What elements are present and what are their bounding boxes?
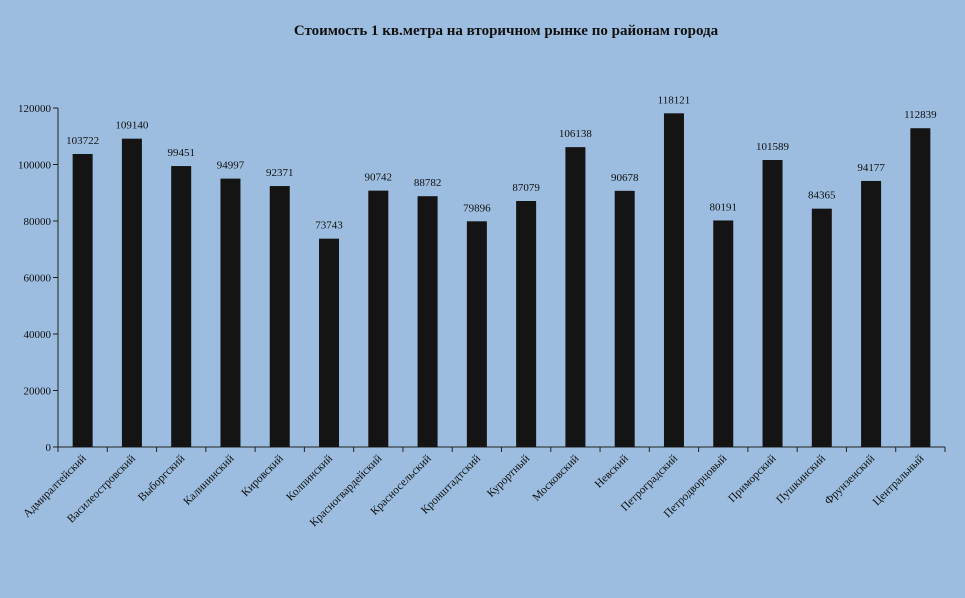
bar-value-label: 112839 (904, 109, 937, 121)
x-axis (57, 446, 946, 452)
bar (319, 238, 340, 447)
chart-title: Стоимость 1 кв.метра на вторичном рынке … (294, 23, 719, 39)
y-tick-label: 100000 (18, 160, 52, 172)
y-tick-label: 0 (46, 442, 52, 454)
bar-value-label: 90742 (365, 172, 393, 184)
bar-value-label: 87079 (512, 182, 540, 194)
bar (72, 153, 93, 447)
bar (121, 138, 142, 447)
bars (72, 113, 931, 448)
x-category-label: Приморский (726, 453, 778, 505)
bar (663, 113, 684, 448)
bar-value-label: 109140 (115, 120, 149, 132)
bar (368, 190, 389, 447)
bar (417, 196, 438, 447)
y-tick-label: 80000 (24, 216, 52, 228)
bar-value-label: 90678 (611, 172, 639, 184)
x-category-label: Курортный (485, 453, 532, 500)
x-category-label: Московский (530, 453, 581, 504)
y-tick-label: 40000 (24, 329, 52, 341)
bar-value-label: 92371 (266, 167, 294, 179)
category-labels: АдмиралтейскийВасилеостровскийВыборгский… (21, 453, 926, 530)
x-category-label: Калининский (181, 453, 236, 508)
bar (466, 221, 487, 447)
bar-value-label: 73743 (315, 220, 343, 232)
bar (171, 166, 192, 448)
bar-value-label: 94997 (217, 160, 245, 172)
x-category-label: Выборгский (136, 453, 187, 504)
bar-value-label: 101589 (756, 141, 790, 153)
x-category-label: Кировский (239, 453, 285, 499)
bar-value-label: 80191 (710, 201, 738, 213)
bar-value-label: 84365 (808, 190, 836, 202)
x-category-label: Колпинский (284, 453, 335, 504)
bar (811, 208, 832, 447)
bar-value-label: 118121 (658, 94, 691, 106)
y-axis: 0 20000 40000 60000 80000 100000 120000 (18, 103, 59, 454)
bar (713, 220, 734, 447)
x-category-label: Невский (593, 453, 631, 491)
bar-value-label: 94177 (857, 162, 885, 174)
bar-value-label: 88782 (414, 177, 442, 189)
y-tick-label: 120000 (18, 103, 52, 115)
bar (861, 180, 882, 447)
value-labels: 103722 109140 99451 94997 92371 73743 90742 887… (66, 94, 937, 231)
bar (565, 147, 586, 447)
bar (910, 128, 931, 447)
x-category-label: Пушкинский (774, 453, 828, 507)
x-category-label: Фрунзенский (822, 453, 877, 508)
bar (220, 178, 241, 447)
bar-value-label: 79896 (463, 202, 491, 214)
y-tick-label: 60000 (24, 273, 52, 285)
x-category-label: Центральный (871, 453, 927, 509)
bar (762, 160, 783, 447)
bar-value-label: 103722 (66, 135, 99, 147)
bar (516, 201, 537, 447)
y-tick-label: 20000 (24, 386, 52, 398)
bar (614, 190, 635, 447)
bar (269, 186, 290, 447)
bar-value-label: 99451 (167, 147, 195, 159)
bar-value-label: 106138 (559, 128, 593, 140)
